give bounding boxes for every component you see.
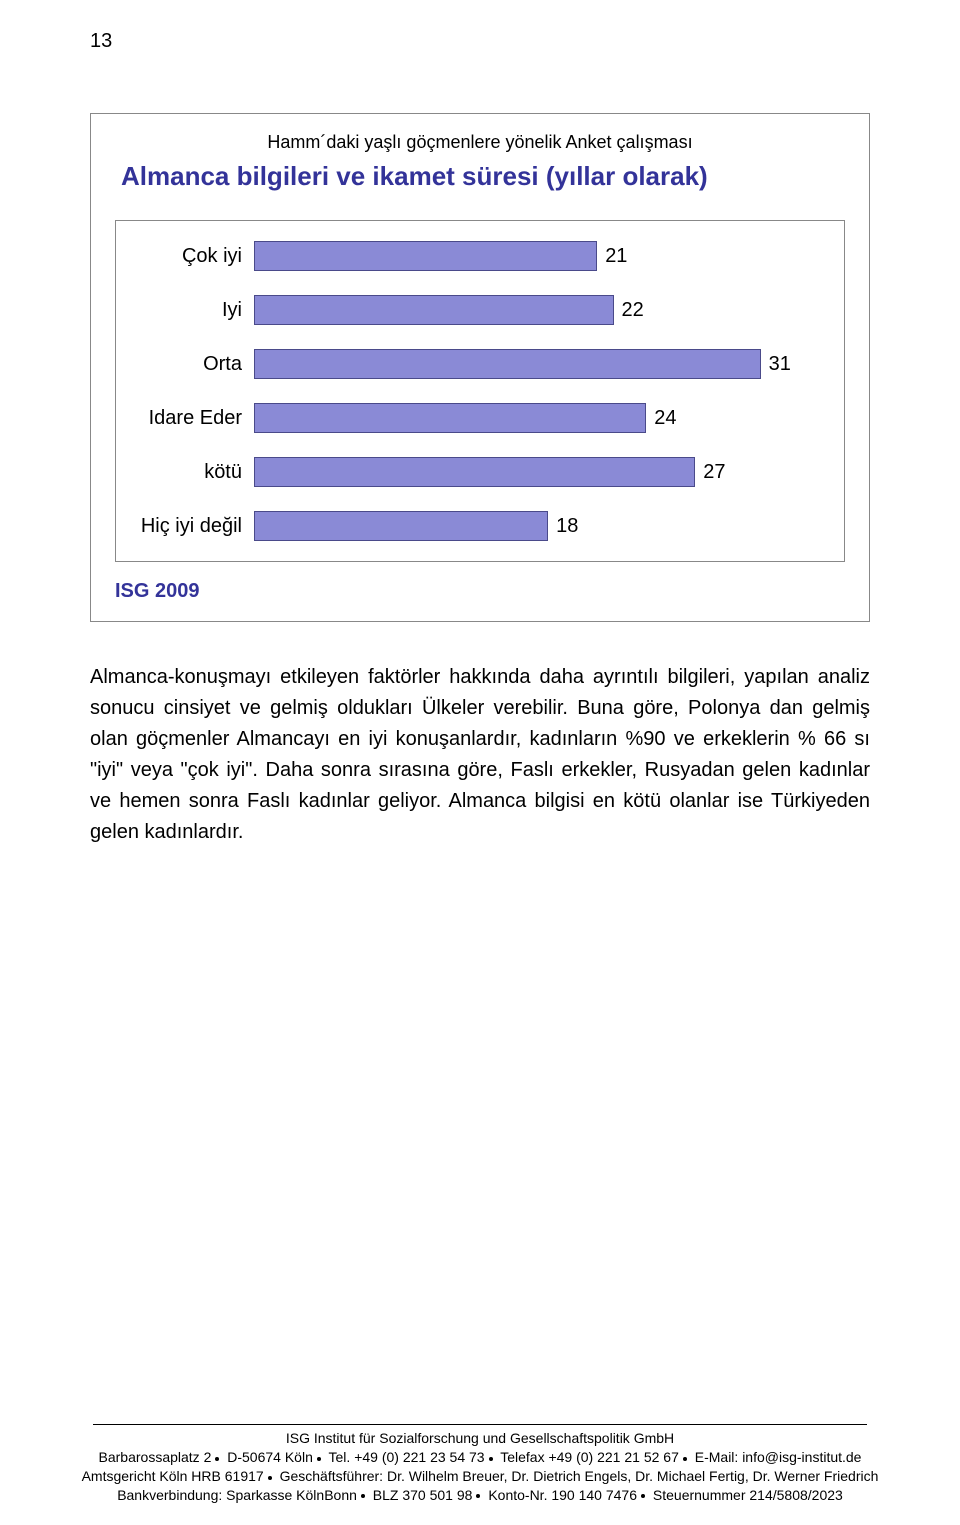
bar-label: Orta: [134, 353, 254, 376]
bar-track: 21: [254, 241, 826, 271]
footer-address: Barbarossaplatz 2: [99, 1449, 212, 1465]
footer-line-2: Barbarossaplatz 2 D-50674 Köln Tel. +49 …: [40, 1448, 920, 1467]
bar-value: 22: [622, 299, 644, 322]
footer-email: E-Mail: info@isg-institut.de: [695, 1449, 862, 1465]
chart-container: Hamm´daki yaşlı göçmenlere yönelik Anket…: [90, 113, 870, 622]
footer-blz: BLZ 370 501 98: [373, 1487, 473, 1503]
bar-row: Çok iyi 21: [134, 241, 826, 271]
footer-bank: Bankverbindung: Sparkasse KölnBonn: [117, 1487, 357, 1503]
page-footer: ISG Institut für Sozialforschung und Ges…: [0, 1424, 960, 1505]
bar-track: 24: [254, 403, 826, 433]
bar-track: 27: [254, 457, 826, 487]
chart-source-label: ISG 2009: [115, 580, 845, 603]
bar-fill: [254, 349, 761, 379]
footer-line-3: Amtsgericht Köln HRB 61917 Geschäftsführ…: [40, 1467, 920, 1486]
bar-track: 22: [254, 295, 826, 325]
footer-line-1: ISG Institut für Sozialforschung und Ges…: [40, 1429, 920, 1448]
bar-fill: [254, 511, 548, 541]
footer-fax: Telefax +49 (0) 221 21 52 67: [500, 1449, 679, 1465]
footer-tel: Tel. +49 (0) 221 23 54 73: [329, 1449, 485, 1465]
footer-line-4: Bankverbindung: Sparkasse KölnBonn BLZ 3…: [40, 1486, 920, 1505]
bar-label: kötü: [134, 461, 254, 484]
bar-row: Orta 31: [134, 349, 826, 379]
bar-value: 27: [703, 461, 725, 484]
footer-taxno: Steuernummer 214/5808/2023: [653, 1487, 843, 1503]
bar-label: Iyi: [134, 299, 254, 322]
footer-directors: Geschäftsführer: Dr. Wilhelm Breuer, Dr.…: [280, 1468, 879, 1484]
bar-label: Çok iyi: [134, 245, 254, 268]
footer-city: D-50674 Köln: [227, 1449, 313, 1465]
bar-row: Hiç iyi değil 18: [134, 511, 826, 541]
chart-header: Hamm´daki yaşlı göçmenlere yönelik Anket…: [115, 132, 845, 153]
chart-title: Almanca bilgileri ve ikamet süresi (yıll…: [115, 161, 845, 192]
bar-label: Hiç iyi değil: [134, 515, 254, 538]
bar-row: Idare Eder 24: [134, 403, 826, 433]
body-paragraph: Almanca-konuşmayı etkileyen faktörler ha…: [90, 662, 870, 848]
bar-value: 21: [605, 245, 627, 268]
footer-account: Konto-Nr. 190 140 7476: [488, 1487, 637, 1503]
page-number: 13: [90, 30, 870, 53]
footer-institute: ISG Institut für Sozialforschung und Ges…: [286, 1430, 674, 1446]
bar-label: Idare Eder: [134, 407, 254, 430]
bar-fill: [254, 457, 695, 487]
bar-fill: [254, 295, 614, 325]
bar-value: 31: [769, 353, 791, 376]
bar-fill: [254, 241, 597, 271]
bar-track: 31: [254, 349, 826, 379]
bar-value: 24: [654, 407, 676, 430]
footer-register: Amtsgericht Köln HRB 61917: [82, 1468, 264, 1484]
bar-row: kötü 27: [134, 457, 826, 487]
bar-row: Iyi 22: [134, 295, 826, 325]
bar-fill: [254, 403, 646, 433]
chart-plot-area: Çok iyi 21 Iyi 22 Orta 31 Idare Eder 24 kötü 27 Hi…: [115, 220, 845, 562]
bar-track: 18: [254, 511, 826, 541]
bar-value: 18: [556, 515, 578, 538]
